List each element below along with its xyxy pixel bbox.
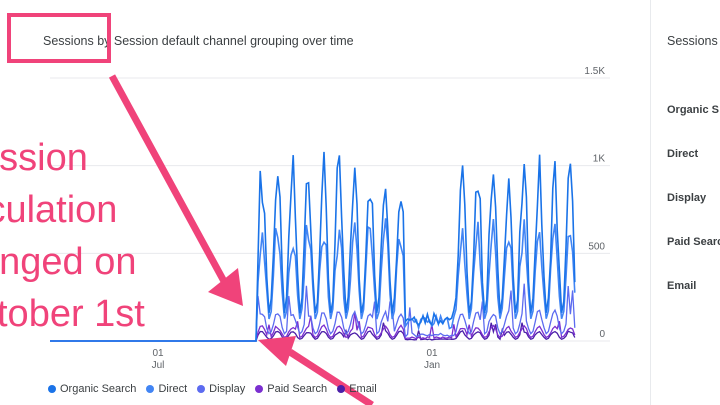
y-tick-label: 1K	[593, 154, 606, 165]
legend-dot-icon	[197, 385, 206, 393]
legend-item-paid-search[interactable]: Paid Search	[255, 383, 327, 395]
legend-label: Organic Search	[60, 383, 137, 395]
legend-dot-icon	[255, 385, 264, 393]
annotation-text: ession lculation anged on ctober 1st	[0, 132, 198, 340]
legend-label: Paid Search	[267, 383, 328, 395]
arrow-head-bottom	[258, 336, 296, 366]
panel-divider	[650, 0, 651, 405]
arrow-line-bottom	[288, 349, 374, 405]
right-panel-title: Sessions	[667, 34, 718, 48]
x-tick-label: 01	[426, 348, 438, 359]
chart-title: Sessions by Session default channel grou…	[43, 34, 354, 48]
series-line-organic-search	[50, 151, 576, 342]
x-tick-sublabel: Jul	[152, 360, 165, 371]
y-tick-label: 0	[599, 329, 605, 340]
legend-item-display[interactable]: Display	[197, 383, 245, 395]
legend-dot-icon	[48, 385, 56, 393]
x-tick-label: 01	[152, 348, 164, 359]
annotation-line: lculation	[0, 189, 118, 231]
chart-legend: Organic Search Direct Display Paid Searc…	[48, 383, 377, 395]
legend-dot-icon	[146, 385, 155, 393]
annotation-line: ctober 1st	[0, 293, 145, 335]
right-row-direct: Direct	[667, 148, 699, 160]
legend-label: Direct	[158, 383, 188, 395]
legend-label: Email	[349, 383, 377, 395]
series-line-direct	[50, 218, 576, 342]
legend-item-organic-search[interactable]: Organic Search	[48, 383, 136, 395]
y-tick-label: 1.5K	[584, 66, 605, 77]
series-line-paid-search	[50, 312, 576, 342]
legend-label: Display	[209, 383, 246, 395]
legend-item-email[interactable]: Email	[337, 383, 377, 395]
arrow-head-top	[208, 268, 243, 306]
annotation-line: anged on	[0, 241, 137, 283]
right-row-organic-search: Organic S	[667, 104, 719, 116]
series-lines	[50, 151, 576, 342]
legend-dot-icon	[337, 385, 346, 393]
legend-item-direct[interactable]: Direct	[146, 383, 187, 395]
y-tick-labels: 1.5K 1K 500 0	[584, 66, 605, 340]
series-line-email	[50, 322, 576, 342]
series-line-display	[50, 283, 576, 342]
right-row-display: Display	[667, 192, 707, 204]
x-tick-sublabel: Jan	[424, 360, 440, 371]
right-row-paid-search: Paid Searc	[667, 236, 720, 248]
annotation-line: ession	[0, 137, 88, 179]
y-tick-label: 500	[588, 241, 605, 252]
arrow-line-top	[108, 74, 236, 298]
right-row-email: Email	[667, 280, 697, 292]
highlight-box	[7, 13, 111, 63]
